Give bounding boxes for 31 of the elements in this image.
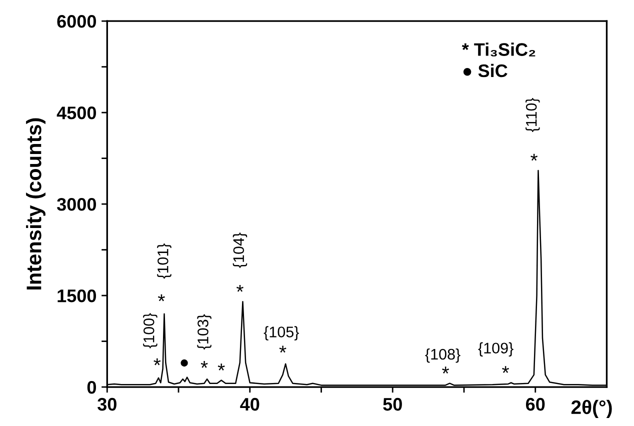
annotation: {105} — [264, 326, 299, 340]
y-tick-label: 4500 — [56, 106, 96, 120]
x-axis-title: 2θ(°) — [571, 400, 612, 418]
annotation: {104} — [232, 232, 248, 268]
x-tick-label: 60 — [526, 398, 545, 411]
y-axis-title: Intensity (counts) — [26, 118, 46, 290]
annotation: * — [236, 284, 244, 292]
x-tick-label: 40 — [240, 398, 260, 411]
y-tick-label: 1500 — [58, 289, 96, 302]
x-tick-label: 50 — [383, 398, 402, 411]
annotation: ● SiC — [463, 64, 508, 78]
annotation: * — [279, 346, 286, 353]
annotation: * — [218, 364, 225, 370]
annotation: {109} — [478, 342, 514, 357]
annotation: {110} — [526, 98, 540, 132]
annotation: * — [530, 154, 538, 161]
annotation: {103} — [197, 314, 212, 350]
annotation: * — [200, 361, 208, 368]
y-tick-label: 0 — [87, 380, 96, 394]
annotation: {100} — [143, 313, 158, 348]
annotation: ● — [180, 359, 188, 367]
annotation: * — [442, 366, 450, 374]
annotation: * — [158, 294, 165, 302]
annotation: * — [502, 366, 510, 373]
x-tick-label: 30 — [98, 398, 116, 411]
annotation: * — [154, 358, 161, 366]
annotation: * Ti₃SiC₂ — [462, 42, 536, 56]
y-tick-label: 3000 — [56, 198, 96, 211]
y-tick-label: 6000 — [57, 15, 96, 28]
annotation: {101} — [157, 243, 172, 279]
annotation: {108} — [425, 348, 460, 363]
